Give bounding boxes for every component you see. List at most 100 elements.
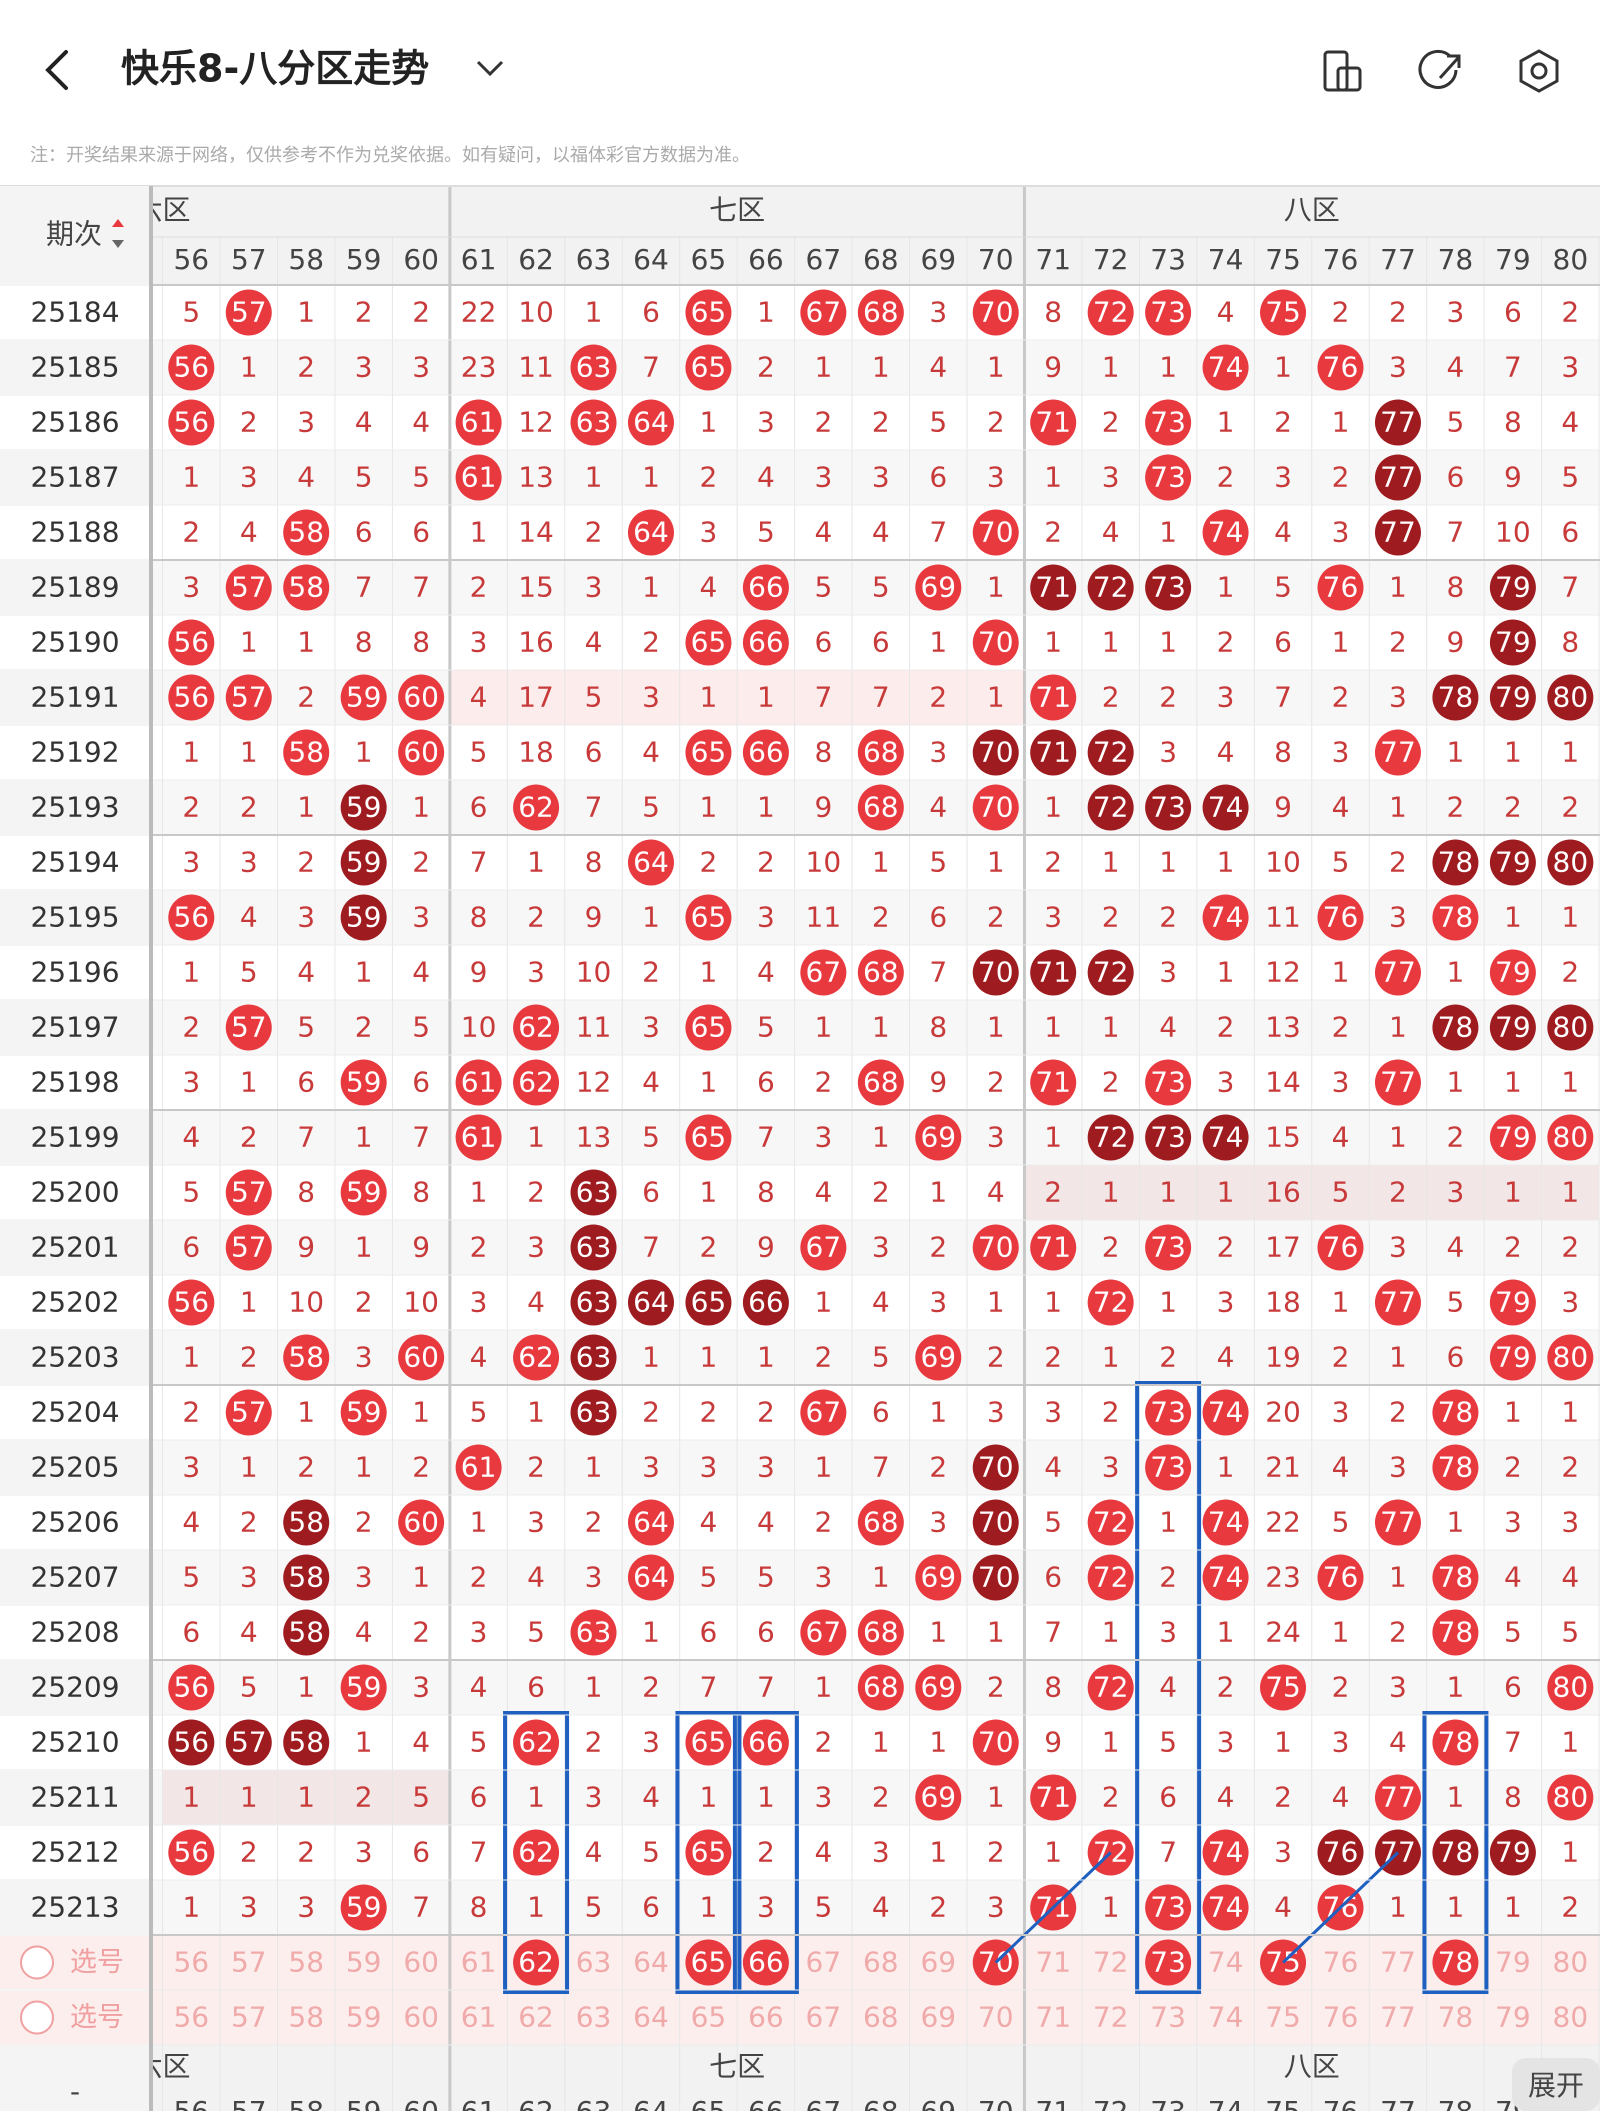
zone-label: 七区 <box>709 194 765 227</box>
miss-count: 2 <box>642 956 660 989</box>
share-icon[interactable] <box>1418 49 1461 89</box>
hit-number: 70 <box>978 1231 1014 1264</box>
miss-count: 3 <box>1044 901 1062 934</box>
pick-number[interactable]: 74 <box>1208 1946 1244 1979</box>
pick-number[interactable]: 79 <box>1495 2001 1531 2034</box>
issue-number: 25204 <box>30 1396 119 1429</box>
pick-number[interactable]: 75 <box>1265 2001 1301 2034</box>
pick-number[interactable]: 56 <box>173 2001 209 2034</box>
miss-count: 6 <box>757 1066 775 1099</box>
miss-count: 3 <box>1332 1066 1350 1099</box>
settings-icon[interactable] <box>1519 49 1559 93</box>
hit-ball <box>1260 1664 1307 1711</box>
pick-number[interactable]: 76 <box>1323 1946 1359 1979</box>
hit-number: 74 <box>1208 1836 1244 1869</box>
miss-count: 2 <box>355 1011 373 1044</box>
miss-count: 10 <box>1495 516 1531 549</box>
pick-number[interactable]: 60 <box>403 1946 439 1979</box>
pick-number[interactable]: 68 <box>863 1946 899 1979</box>
pick-number[interactable]: 69 <box>920 1946 956 1979</box>
miss-count: 1 <box>1504 1176 1522 1209</box>
pick-number[interactable]: 71 <box>1035 1946 1071 1979</box>
hit-ball <box>1087 1114 1134 1161</box>
miss-count: 6 <box>872 1396 890 1429</box>
pick-number[interactable]: 60 <box>403 2001 439 2034</box>
miss-count: 1 <box>1504 1396 1522 1429</box>
miss-count: 3 <box>182 571 200 604</box>
pick-number[interactable]: 69 <box>920 2001 956 2034</box>
pick-number[interactable]: 59 <box>346 2001 382 2034</box>
pick-number[interactable]: 72 <box>1093 2001 1129 2034</box>
miss-count: 1 <box>297 296 315 329</box>
hit-ball <box>1317 344 1364 391</box>
hit-number: 70 <box>978 791 1014 824</box>
hit-ball <box>1432 894 1479 941</box>
pick-number[interactable]: 77 <box>1380 1946 1416 1979</box>
issue-bg <box>0 1056 149 1109</box>
pick-number[interactable]: 57 <box>231 2001 267 2034</box>
hit-ball <box>1030 399 1077 446</box>
pick-number[interactable]: 68 <box>863 2001 899 2034</box>
pick-number[interactable]: 73 <box>1150 2001 1186 2034</box>
pick-number[interactable]: 80 <box>1553 1946 1589 1979</box>
title-dropdown[interactable] <box>476 60 504 77</box>
pick-number[interactable]: 72 <box>1093 1946 1129 1979</box>
miss-count: 2 <box>355 1781 373 1814</box>
pick-number[interactable]: 67 <box>806 2001 842 2034</box>
miss-count: 2 <box>585 1726 603 1759</box>
pick-number[interactable]: 63 <box>576 1946 612 1979</box>
pick-number[interactable]: 80 <box>1553 2001 1589 2034</box>
miss-count: 9 <box>1504 461 1522 494</box>
back-button[interactable] <box>45 50 68 90</box>
pick-number[interactable]: 64 <box>633 2001 669 2034</box>
pick-number[interactable]: 77 <box>1380 2001 1416 2034</box>
pick-number[interactable]: 65 <box>691 2001 727 2034</box>
hit-number: 68 <box>863 736 899 769</box>
pick-number[interactable]: 76 <box>1323 2001 1359 2034</box>
pick-number[interactable]: 57 <box>231 1946 267 1979</box>
pick-number[interactable]: 74 <box>1208 2001 1244 2034</box>
pick-number[interactable]: 58 <box>288 2001 324 2034</box>
hit-number: 80 <box>1553 1341 1589 1374</box>
hit-ball <box>1145 1224 1192 1271</box>
miss-count: 9 <box>814 791 832 824</box>
miss-count: 1 <box>987 571 1005 604</box>
pick-number[interactable]: 62 <box>518 2001 554 2034</box>
miss-count: 1 <box>182 736 200 769</box>
miss-count: 2 <box>1159 1341 1177 1374</box>
rotate-icon[interactable] <box>1323 50 1362 92</box>
pick-number[interactable]: 67 <box>806 1946 842 1979</box>
issue-header[interactable]: 期次 <box>46 218 102 251</box>
issue-number: 25213 <box>30 1891 119 1924</box>
hit-number: 60 <box>403 681 439 714</box>
pick-number[interactable]: 64 <box>633 1946 669 1979</box>
miss-count: 3 <box>757 406 775 439</box>
pick-radio[interactable] <box>20 1945 54 1980</box>
hit-number: 63 <box>576 351 612 384</box>
miss-count: 2 <box>1217 1231 1235 1264</box>
hit-ball <box>283 564 330 611</box>
pick-number[interactable]: 71 <box>1035 2001 1071 2034</box>
pick-number[interactable]: 63 <box>576 2001 612 2034</box>
miss-count: 6 <box>470 1781 488 1814</box>
hit-number: 57 <box>231 1231 267 1264</box>
hit-ball <box>168 1719 215 1766</box>
pick-number[interactable]: 59 <box>346 1946 382 1979</box>
pick-number[interactable]: 61 <box>461 1946 497 1979</box>
pick-number[interactable]: 79 <box>1495 1946 1531 1979</box>
miss-count: 6 <box>929 901 947 934</box>
miss-count: 4 <box>585 626 603 659</box>
pick-radio[interactable] <box>20 2000 54 2035</box>
pick-number[interactable]: 70 <box>978 2001 1014 2034</box>
expand-button[interactable] <box>1512 2058 1600 2111</box>
hit-ball <box>627 1499 674 1546</box>
hit-number: 77 <box>1380 1781 1416 1814</box>
pick-number[interactable]: 56 <box>173 1946 209 1979</box>
miss-count: 2 <box>470 571 488 604</box>
column-header: 57 <box>231 243 267 276</box>
pick-number[interactable]: 66 <box>748 2001 784 2034</box>
pick-number[interactable]: 78 <box>1438 2001 1474 2034</box>
pick-number[interactable]: 58 <box>288 1946 324 1979</box>
pick-number[interactable]: 61 <box>461 2001 497 2034</box>
hit-ball <box>1317 564 1364 611</box>
